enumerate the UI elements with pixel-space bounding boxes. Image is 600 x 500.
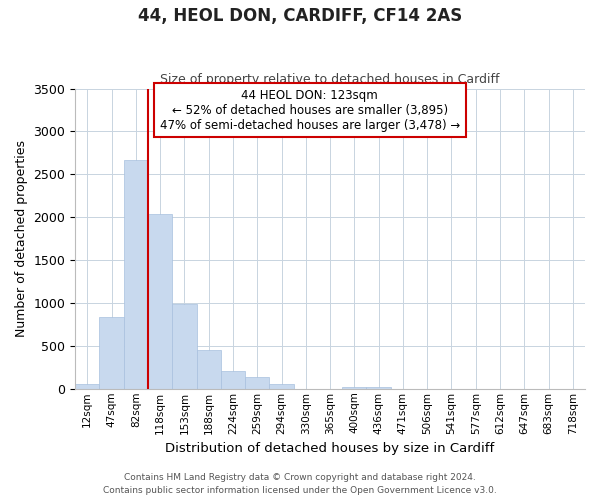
Bar <box>100 316 124 389</box>
Text: 44 HEOL DON: 123sqm
← 52% of detached houses are smaller (3,895)
47% of semi-det: 44 HEOL DON: 123sqm ← 52% of detached ho… <box>160 88 460 132</box>
Bar <box>197 350 221 389</box>
Title: Size of property relative to detached houses in Cardiff: Size of property relative to detached ho… <box>160 73 500 86</box>
Bar <box>221 371 245 389</box>
Bar <box>245 377 269 389</box>
Bar <box>172 304 197 389</box>
Bar <box>367 387 391 389</box>
Y-axis label: Number of detached properties: Number of detached properties <box>15 140 28 337</box>
Bar <box>124 160 148 389</box>
X-axis label: Distribution of detached houses by size in Cardiff: Distribution of detached houses by size … <box>166 442 495 455</box>
Text: 44, HEOL DON, CARDIFF, CF14 2AS: 44, HEOL DON, CARDIFF, CF14 2AS <box>138 8 462 26</box>
Bar <box>342 386 367 389</box>
Bar <box>269 384 293 389</box>
Bar <box>148 214 172 389</box>
Text: Contains HM Land Registry data © Crown copyright and database right 2024.
Contai: Contains HM Land Registry data © Crown c… <box>103 474 497 495</box>
Bar <box>75 384 100 389</box>
